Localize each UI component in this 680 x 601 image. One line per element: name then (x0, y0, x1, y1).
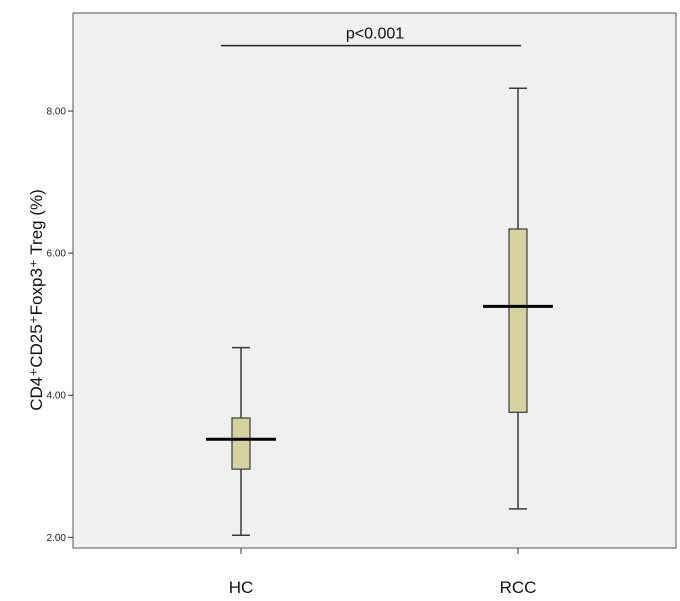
plot-area (72, 12, 677, 549)
box-group (206, 87, 553, 536)
iqr-box (231, 417, 251, 470)
box-rcc (483, 87, 553, 510)
y-tick-label: 2.00 (47, 533, 67, 544)
y-tick-label: 4.00 (47, 391, 67, 402)
box-hc (206, 346, 276, 536)
y-axis-ticks: 2.00 4.00 6.00 8.00 (47, 107, 73, 544)
x-tick-label: RCC (500, 578, 537, 597)
x-tick-label: HC (229, 578, 254, 597)
x-axis-ticks: HC RCC (229, 548, 537, 597)
significance-annotation: p<0.001 (221, 26, 521, 47)
significance-label: p<0.001 (346, 26, 404, 43)
y-axis-label: CD4⁺CD25⁺Foxp3⁺ Treg (%) (27, 189, 46, 411)
y-tick-label: 8.00 (47, 107, 67, 118)
y-tick-label: 6.00 (47, 249, 67, 260)
iqr-box (508, 228, 528, 413)
